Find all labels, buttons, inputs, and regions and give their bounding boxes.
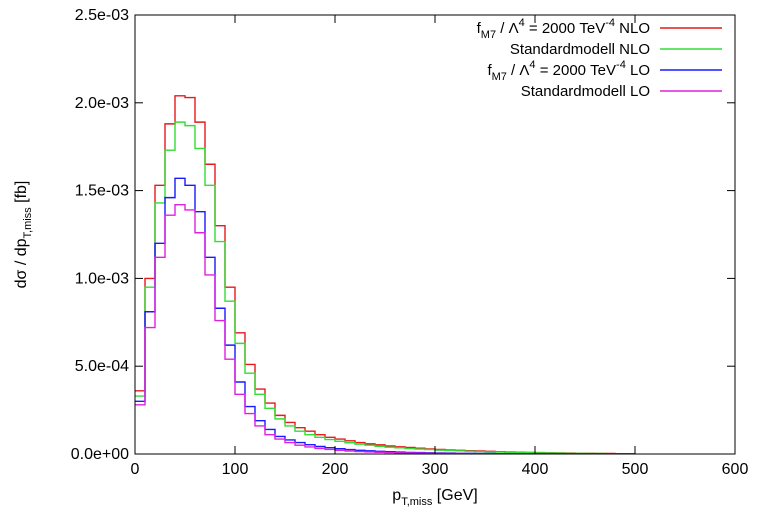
x-axis-label-tail: [GeV]: [432, 487, 477, 504]
y-axis-label-main: dσ / dp: [13, 238, 30, 288]
x-tick-label: 300: [422, 461, 449, 478]
x-axis-label-main: p: [392, 487, 401, 504]
legend-label-series-1: fM7 / Λ4 = 2000 TeV-4 NLO: [477, 17, 650, 41]
y-tick-label: 1.0e-03: [75, 270, 129, 287]
legend-label-series-4: Standardmodell LO: [521, 83, 650, 100]
x-axis-label-sub: T,miss: [401, 496, 433, 508]
y-tick-label: 2.0e-03: [75, 95, 129, 112]
x-tick-label: 400: [522, 461, 549, 478]
x-tick-label: 200: [322, 461, 349, 478]
y-axis-label-tail: [fb]: [13, 181, 30, 208]
x-tick-label: 0: [131, 461, 140, 478]
x-tick-label: 100: [222, 461, 249, 478]
x-tick-label: 600: [722, 461, 749, 478]
series-line-4: [135, 203, 635, 455]
legend-label-series-2: Standardmodell NLO: [510, 41, 650, 58]
y-tick-label: 2.5e-03: [75, 7, 129, 24]
ticks-layer: 0 100 200 300 400 500 600 0.0e+00 5.0e-04 1.0e-03…: [71, 7, 749, 478]
x-axis-label: pT,miss [GeV]: [392, 487, 477, 508]
legend: fM7 / Λ4 = 2000 TeV-4 NLO Standardmodell…: [477, 17, 722, 100]
y-tick-label: 1.5e-03: [75, 183, 129, 200]
y-tick-label: 0.0e+00: [71, 446, 129, 463]
y-tick-label: 5.0e-04: [75, 358, 129, 375]
y-axis-label-sub: T,miss: [22, 207, 34, 239]
series-line-2: [135, 121, 635, 455]
x-tick-label: 500: [622, 461, 649, 478]
series-line-3: [135, 177, 635, 455]
legend-label-series-3: fM7 / Λ4 = 2000 TeV-4 LO: [487, 59, 650, 83]
series-layer: [135, 95, 635, 455]
y-axis-label: dσ / dpT,miss [fb]: [13, 181, 34, 289]
